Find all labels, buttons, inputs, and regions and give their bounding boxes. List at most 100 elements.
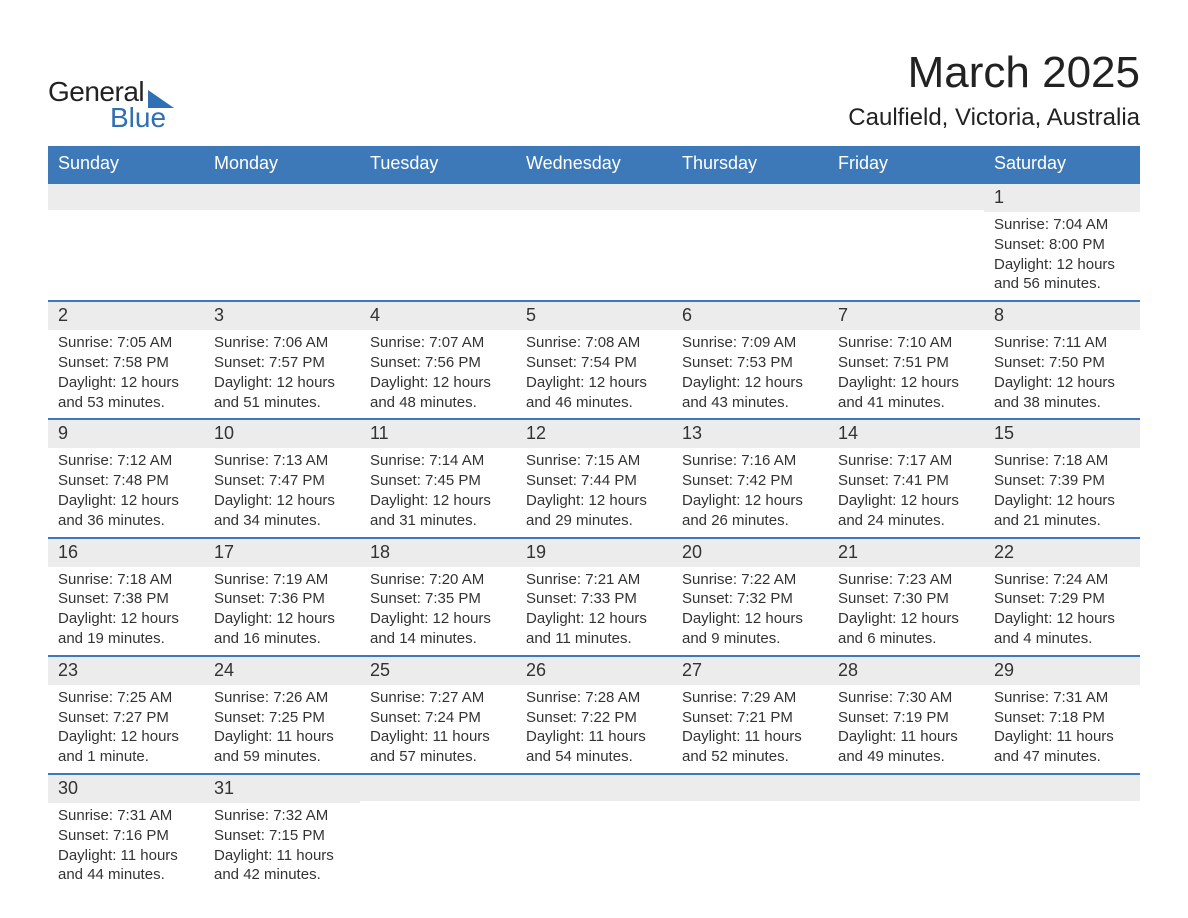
day-info: Sunrise: 7:26 AMSunset: 7:25 PMDaylight:… xyxy=(204,685,360,773)
empty-cell xyxy=(984,774,1140,891)
day-number: 29 xyxy=(984,657,1140,685)
logo: General Blue xyxy=(48,76,174,134)
calendar-header-row: SundayMondayTuesdayWednesdayThursdayFrid… xyxy=(48,146,1140,183)
day-number: 30 xyxy=(48,775,204,803)
day-number: 7 xyxy=(828,302,984,330)
day-info: Sunrise: 7:15 AMSunset: 7:44 PMDaylight:… xyxy=(516,448,672,536)
day-number: 11 xyxy=(360,420,516,448)
day-info: Sunrise: 7:23 AMSunset: 7:30 PMDaylight:… xyxy=(828,567,984,655)
day-number: 24 xyxy=(204,657,360,685)
day-info: Sunrise: 7:10 AMSunset: 7:51 PMDaylight:… xyxy=(828,330,984,418)
empty-cell xyxy=(672,774,828,891)
day-cell: 18Sunrise: 7:20 AMSunset: 7:35 PMDayligh… xyxy=(360,538,516,656)
day-info: Sunrise: 7:07 AMSunset: 7:56 PMDaylight:… xyxy=(360,330,516,418)
day-info: Sunrise: 7:19 AMSunset: 7:36 PMDaylight:… xyxy=(204,567,360,655)
day-cell: 16Sunrise: 7:18 AMSunset: 7:38 PMDayligh… xyxy=(48,538,204,656)
empty-cell xyxy=(360,183,516,301)
day-info: Sunrise: 7:30 AMSunset: 7:19 PMDaylight:… xyxy=(828,685,984,773)
day-number: 1 xyxy=(984,184,1140,212)
day-info: Sunrise: 7:25 AMSunset: 7:27 PMDaylight:… xyxy=(48,685,204,773)
day-number: 17 xyxy=(204,539,360,567)
week-row: 1Sunrise: 7:04 AMSunset: 8:00 PMDaylight… xyxy=(48,183,1140,301)
day-info: Sunrise: 7:04 AMSunset: 8:00 PMDaylight:… xyxy=(984,212,1140,300)
week-row: 30Sunrise: 7:31 AMSunset: 7:16 PMDayligh… xyxy=(48,774,1140,891)
day-number: 31 xyxy=(204,775,360,803)
day-header: Friday xyxy=(828,146,984,183)
day-number: 27 xyxy=(672,657,828,685)
week-row: 23Sunrise: 7:25 AMSunset: 7:27 PMDayligh… xyxy=(48,656,1140,774)
day-number: 2 xyxy=(48,302,204,330)
day-cell: 10Sunrise: 7:13 AMSunset: 7:47 PMDayligh… xyxy=(204,419,360,537)
empty-cell xyxy=(828,774,984,891)
day-number: 20 xyxy=(672,539,828,567)
day-cell: 21Sunrise: 7:23 AMSunset: 7:30 PMDayligh… xyxy=(828,538,984,656)
day-cell: 6Sunrise: 7:09 AMSunset: 7:53 PMDaylight… xyxy=(672,301,828,419)
week-row: 2Sunrise: 7:05 AMSunset: 7:58 PMDaylight… xyxy=(48,301,1140,419)
day-info: Sunrise: 7:18 AMSunset: 7:38 PMDaylight:… xyxy=(48,567,204,655)
day-number: 13 xyxy=(672,420,828,448)
day-cell: 13Sunrise: 7:16 AMSunset: 7:42 PMDayligh… xyxy=(672,419,828,537)
day-number: 6 xyxy=(672,302,828,330)
empty-cell xyxy=(48,183,204,301)
day-info: Sunrise: 7:05 AMSunset: 7:58 PMDaylight:… xyxy=(48,330,204,418)
day-cell: 23Sunrise: 7:25 AMSunset: 7:27 PMDayligh… xyxy=(48,656,204,774)
day-number: 16 xyxy=(48,539,204,567)
day-number: 23 xyxy=(48,657,204,685)
week-row: 9Sunrise: 7:12 AMSunset: 7:48 PMDaylight… xyxy=(48,419,1140,537)
day-cell: 25Sunrise: 7:27 AMSunset: 7:24 PMDayligh… xyxy=(360,656,516,774)
day-info: Sunrise: 7:31 AMSunset: 7:18 PMDaylight:… xyxy=(984,685,1140,773)
day-cell: 9Sunrise: 7:12 AMSunset: 7:48 PMDaylight… xyxy=(48,419,204,537)
day-info: Sunrise: 7:24 AMSunset: 7:29 PMDaylight:… xyxy=(984,567,1140,655)
day-cell: 26Sunrise: 7:28 AMSunset: 7:22 PMDayligh… xyxy=(516,656,672,774)
day-cell: 15Sunrise: 7:18 AMSunset: 7:39 PMDayligh… xyxy=(984,419,1140,537)
day-info: Sunrise: 7:08 AMSunset: 7:54 PMDaylight:… xyxy=(516,330,672,418)
day-number: 15 xyxy=(984,420,1140,448)
day-number: 4 xyxy=(360,302,516,330)
day-cell: 19Sunrise: 7:21 AMSunset: 7:33 PMDayligh… xyxy=(516,538,672,656)
month-title: March 2025 xyxy=(848,48,1140,98)
empty-cell xyxy=(360,774,516,891)
day-cell: 30Sunrise: 7:31 AMSunset: 7:16 PMDayligh… xyxy=(48,774,204,891)
day-info: Sunrise: 7:16 AMSunset: 7:42 PMDaylight:… xyxy=(672,448,828,536)
day-cell: 20Sunrise: 7:22 AMSunset: 7:32 PMDayligh… xyxy=(672,538,828,656)
header: General Blue March 2025 Caulfield, Victo… xyxy=(48,48,1140,134)
day-cell: 31Sunrise: 7:32 AMSunset: 7:15 PMDayligh… xyxy=(204,774,360,891)
day-info: Sunrise: 7:29 AMSunset: 7:21 PMDaylight:… xyxy=(672,685,828,773)
empty-cell xyxy=(204,183,360,301)
day-info: Sunrise: 7:31 AMSunset: 7:16 PMDaylight:… xyxy=(48,803,204,891)
day-cell: 29Sunrise: 7:31 AMSunset: 7:18 PMDayligh… xyxy=(984,656,1140,774)
day-cell: 14Sunrise: 7:17 AMSunset: 7:41 PMDayligh… xyxy=(828,419,984,537)
day-cell: 2Sunrise: 7:05 AMSunset: 7:58 PMDaylight… xyxy=(48,301,204,419)
day-info: Sunrise: 7:22 AMSunset: 7:32 PMDaylight:… xyxy=(672,567,828,655)
day-number: 26 xyxy=(516,657,672,685)
day-cell: 8Sunrise: 7:11 AMSunset: 7:50 PMDaylight… xyxy=(984,301,1140,419)
day-header: Monday xyxy=(204,146,360,183)
day-number: 8 xyxy=(984,302,1140,330)
day-number: 12 xyxy=(516,420,672,448)
day-header: Saturday xyxy=(984,146,1140,183)
day-cell: 12Sunrise: 7:15 AMSunset: 7:44 PMDayligh… xyxy=(516,419,672,537)
location: Caulfield, Victoria, Australia xyxy=(848,104,1140,132)
day-info: Sunrise: 7:27 AMSunset: 7:24 PMDaylight:… xyxy=(360,685,516,773)
day-cell: 4Sunrise: 7:07 AMSunset: 7:56 PMDaylight… xyxy=(360,301,516,419)
day-info: Sunrise: 7:32 AMSunset: 7:15 PMDaylight:… xyxy=(204,803,360,891)
day-number: 19 xyxy=(516,539,672,567)
day-header: Wednesday xyxy=(516,146,672,183)
empty-cell xyxy=(516,774,672,891)
day-cell: 3Sunrise: 7:06 AMSunset: 7:57 PMDaylight… xyxy=(204,301,360,419)
day-cell: 22Sunrise: 7:24 AMSunset: 7:29 PMDayligh… xyxy=(984,538,1140,656)
day-header: Tuesday xyxy=(360,146,516,183)
day-cell: 28Sunrise: 7:30 AMSunset: 7:19 PMDayligh… xyxy=(828,656,984,774)
day-number: 18 xyxy=(360,539,516,567)
day-number: 10 xyxy=(204,420,360,448)
day-number: 28 xyxy=(828,657,984,685)
day-number: 5 xyxy=(516,302,672,330)
day-info: Sunrise: 7:06 AMSunset: 7:57 PMDaylight:… xyxy=(204,330,360,418)
day-cell: 7Sunrise: 7:10 AMSunset: 7:51 PMDaylight… xyxy=(828,301,984,419)
day-info: Sunrise: 7:12 AMSunset: 7:48 PMDaylight:… xyxy=(48,448,204,536)
week-row: 16Sunrise: 7:18 AMSunset: 7:38 PMDayligh… xyxy=(48,538,1140,656)
day-header: Thursday xyxy=(672,146,828,183)
logo-text-blue: Blue xyxy=(110,102,166,134)
day-info: Sunrise: 7:11 AMSunset: 7:50 PMDaylight:… xyxy=(984,330,1140,418)
day-number: 14 xyxy=(828,420,984,448)
